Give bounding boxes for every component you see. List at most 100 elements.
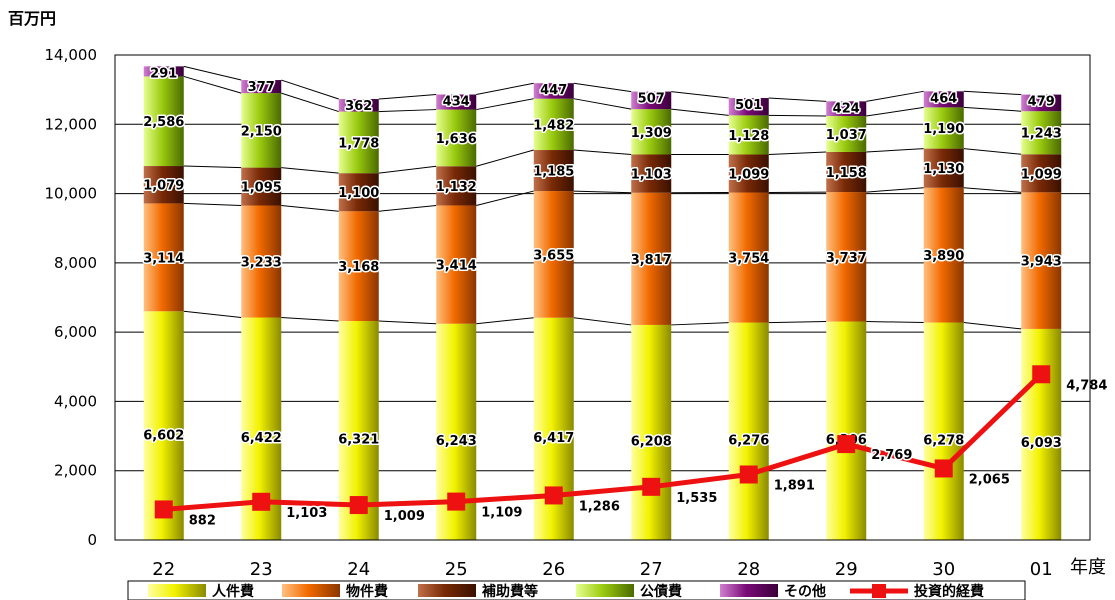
bar-segment [728, 322, 769, 540]
series-connector [671, 91, 729, 99]
series-connector [963, 322, 1022, 330]
y-tick-label: 10,000 [45, 185, 98, 203]
series-connector [378, 165, 437, 174]
bar-value-label: 3,817 [631, 253, 672, 268]
legend-line-marker [872, 584, 886, 598]
bar-value-label: 6,278 [923, 433, 964, 448]
bar-value-label: 447 [540, 83, 567, 98]
bar-segment [241, 205, 282, 318]
series-connector [768, 114, 827, 117]
bar-segment [338, 99, 379, 112]
bar-value-label: 6,422 [241, 431, 282, 446]
bar-segment [533, 98, 574, 151]
bar-segment [143, 66, 184, 77]
bar-value-label: 3,655 [533, 248, 574, 263]
line-value-label: 882 [189, 513, 216, 528]
bar-segment [826, 116, 867, 152]
line-value-label: 1,535 [676, 491, 717, 506]
series-connector [768, 97, 827, 102]
x-tick-label: 28 [737, 559, 760, 580]
x-tick-label: 24 [347, 559, 370, 580]
bar-value-label: 1,309 [631, 126, 672, 141]
bar-value-label: 6,093 [1021, 436, 1062, 451]
line-series-path [163, 372, 1043, 512]
series-connector [378, 94, 437, 100]
bar-value-label: 424 [833, 101, 860, 116]
series-connector [281, 317, 339, 322]
bar-segment [436, 94, 477, 110]
bar-segment [143, 203, 184, 312]
bar-segment [533, 83, 574, 99]
series-connector [573, 317, 632, 326]
bar-value-label: 1,128 [728, 129, 769, 144]
bar-value-label: 6,208 [631, 434, 672, 449]
y-tick-label: 8,000 [54, 254, 97, 272]
y-tick-label: 12,000 [45, 115, 98, 133]
bar-value-label: 2,150 [241, 124, 282, 139]
bar-value-label: 3,890 [923, 249, 964, 264]
x-tick-label: 23 [250, 559, 273, 580]
y-tick-label: 0 [87, 531, 97, 549]
bar-value-label: 2,586 [143, 115, 184, 130]
bar-value-label: 362 [345, 99, 372, 114]
bar-segment [1021, 328, 1062, 540]
unit-label: 百万円 [8, 9, 56, 28]
bar-value-label: 1,103 [631, 168, 672, 183]
bar-value-label: 1,778 [338, 136, 379, 151]
line-marker [154, 500, 173, 519]
bar-value-label: 1,099 [728, 167, 769, 182]
bar-value-label: 501 [735, 98, 762, 113]
bar-segment [338, 173, 379, 212]
bar-segment [436, 109, 477, 167]
series-connector [866, 321, 924, 324]
series-connector [378, 320, 437, 325]
line-marker [837, 435, 856, 454]
bar-value-label: 3,168 [338, 260, 379, 275]
bar-value-label: 3,233 [241, 256, 282, 271]
bar-segment [728, 98, 769, 116]
bar-value-label: 1,095 [241, 181, 282, 196]
bar-segment [241, 167, 282, 206]
legend-label: 補助費等 [481, 583, 538, 600]
bar-segment [826, 321, 867, 540]
series-connector [281, 92, 339, 113]
series-connector [476, 317, 534, 325]
legend-swatch [720, 584, 778, 597]
bar-value-label: 1,190 [923, 122, 964, 137]
bar-segment [338, 111, 379, 174]
bar-value-label: 507 [638, 92, 665, 107]
y-tick-label: 6,000 [54, 323, 97, 341]
line-value-label: 1,009 [384, 509, 425, 524]
line-marker [934, 459, 953, 478]
line-value-label: 1,109 [481, 506, 522, 521]
series-connector [963, 187, 1022, 193]
plot-frame [114, 54, 1091, 541]
line-marker [544, 486, 563, 505]
legend-label: 人件費 [212, 583, 254, 600]
bar-segment [533, 191, 574, 318]
legend-label: 投資的経費 [914, 583, 984, 600]
bar-segment [923, 107, 964, 149]
series-connector [573, 190, 632, 194]
bar-segment [436, 205, 477, 324]
bar-segment [1021, 192, 1062, 329]
bar-value-label: 6,321 [338, 433, 379, 448]
series-connector [281, 205, 339, 212]
bar-value-label: 1,130 [923, 162, 964, 177]
series-connector [476, 149, 534, 167]
series-connector [476, 98, 534, 111]
series-connector [866, 90, 924, 102]
bar-segment [1021, 94, 1062, 112]
line-marker [252, 492, 271, 511]
line-value-label: 2,769 [871, 448, 912, 463]
series-connector [963, 106, 1022, 112]
bar-segment [631, 91, 672, 110]
bar-segment [631, 324, 672, 540]
series-connector [378, 109, 437, 113]
series-connector [281, 79, 339, 100]
bar-segment [826, 192, 867, 322]
line-value-label: 2,065 [969, 472, 1010, 487]
bar-segment [923, 322, 964, 540]
bar-segment [728, 115, 769, 155]
